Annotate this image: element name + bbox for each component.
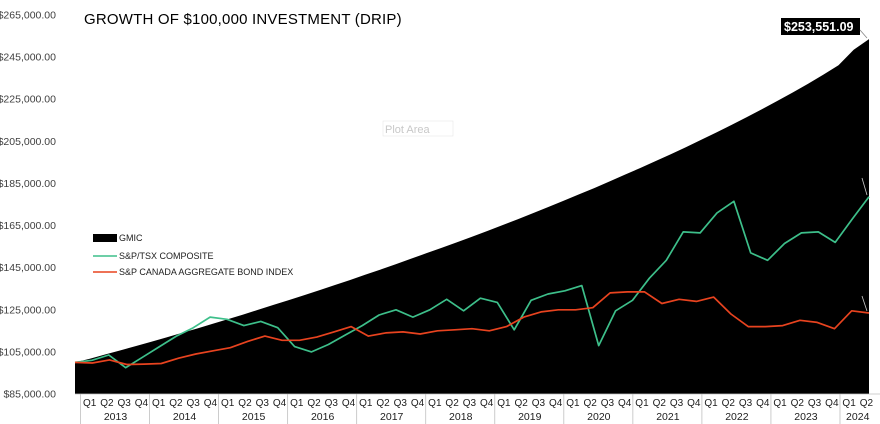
y-axis: $85,000.00 $105,000.00 $125,000.00 $145,000… [0,10,56,401]
quarter-label: Q2 [238,398,252,409]
callout-tsx: $178,655.19 [789,173,868,196]
y-tick-label: $205,000.00 [0,136,56,148]
y-tick-label: $125,000.00 [0,304,56,316]
y-tick-label: $105,000.00 [0,346,56,358]
quarter-label: Q2 [514,398,528,409]
series-lines-layer [74,196,870,369]
quarter-label: Q1 [773,398,787,409]
year-label: 2014 [173,411,197,423]
quarter-label: Q3 [532,398,546,409]
callout-gmic-label: $253,551.09 [784,20,854,34]
quarter-label: Q2 [307,398,321,409]
quarter-label: Q3 [808,398,822,409]
quarter-label: Q2 [445,398,459,409]
quarter-label: Q4 [204,398,218,409]
quarter-label: Q4 [411,398,425,409]
callout-bond-leader [861,295,868,312]
legend-swatch-gmic [93,234,117,242]
tsx-line [74,196,870,369]
quarter-label: Q1 [359,398,373,409]
quarter-label: Q4 [687,398,701,409]
quarter-label: Q1 [497,398,511,409]
legend-label-gmic: GMIC [119,233,143,243]
quarter-label: Q4 [756,398,770,409]
quarter-label: Q2 [584,398,598,409]
quarter-label: Q2 [169,398,183,409]
quarter-label: Q1 [83,398,97,409]
callout-tsx-leader [861,177,868,196]
quarter-label: Q4 [618,398,632,409]
quarter-label: Q3 [256,398,270,409]
callout-gmic-leader [859,29,868,39]
year-label: 2015 [242,411,266,423]
quarter-label: Q4 [480,398,494,409]
quarter-label: Q3 [117,398,131,409]
quarter-label: Q1 [290,398,304,409]
quarter-label: Q3 [187,398,201,409]
callout-gmic: $253,551.09 [781,18,868,39]
quarter-label: Q3 [325,398,339,409]
y-tick-label: $265,000.00 [0,10,56,22]
year-label: 2020 [587,411,611,423]
x-axis: Q1 Q2 Q3 Q4 Q1 Q2 Q3 Q4 Q1 Q2 Q3 Q4 Q1 Q2 Q3 Q4 Q1 Q2 Q3 Q4… [75,393,880,424]
callout-tsx-label: $178,655.19 [789,173,850,185]
year-label: 2013 [104,411,128,423]
quarter-label: Q1 [635,398,649,409]
plot-area-label-box [382,120,454,137]
year-label: 2023 [794,411,818,423]
y-tick-label: $85,000.00 [3,389,56,401]
quarter-label: Q4 [825,398,839,409]
quarter-label: Q2 [722,398,736,409]
year-label: 2021 [656,411,680,423]
quarter-label: Q2 [376,398,390,409]
quarter-label: Q2 [100,398,114,409]
quarter-label: Q1 [704,398,718,409]
year-label: 2022 [725,411,749,423]
y-tick-label: $185,000.00 [0,178,56,190]
year-label: 2019 [518,411,542,423]
quarter-label: Q1 [428,398,442,409]
year-label: 2017 [380,411,404,423]
year-label: 2018 [449,411,473,423]
bond-line [74,291,870,366]
year-label: 2016 [311,411,335,423]
quarter-label: Q3 [463,398,477,409]
quarter-label: Q4 [549,398,563,409]
quarter-label: Q3 [739,398,753,409]
quarter-label: Q4 [273,398,287,409]
quarter-label: Q1 [566,398,580,409]
y-tick-label: $245,000.00 [0,52,56,64]
quarter-label: Q4 [342,398,356,409]
plot-area-label: Plot Area [385,124,431,136]
gmic-area [75,39,869,394]
callout-bond: $123,478.57 [789,291,868,312]
legend-label-bond: S&P CANADA AGGREGATE BOND INDEX [119,267,293,277]
callout-gmic-box [781,18,860,35]
callout-bond-label: $123,478.57 [789,291,850,303]
y-tick-label: $165,000.00 [0,220,56,232]
y-tick-label: $225,000.00 [0,94,56,106]
legend-label-tsx: S&P/TSX COMPOSITE [119,251,214,261]
quarter-label: Q3 [601,398,615,409]
quarter-label: Q4 [135,398,149,409]
quarter-label: Q1 [842,398,856,409]
quarter-label: Q3 [394,398,408,409]
year-label: 2024 [846,411,870,423]
quarter-label: Q1 [152,398,166,409]
chart-title: GROWTH OF $100,000 INVESTMENT (DRIP) [84,11,402,28]
quarter-label: Q2 [791,398,805,409]
quarter-label: Q2 [653,398,667,409]
gmic-area-layer [75,39,869,394]
y-tick-label: $145,000.00 [0,262,56,274]
legend: GMIC S&P/TSX COMPOSITE S&P CANADA AGGREG… [93,233,293,277]
quarter-label: Q3 [670,398,684,409]
quarter-label: Q1 [221,398,235,409]
quarter-label: Q2 [860,398,874,409]
